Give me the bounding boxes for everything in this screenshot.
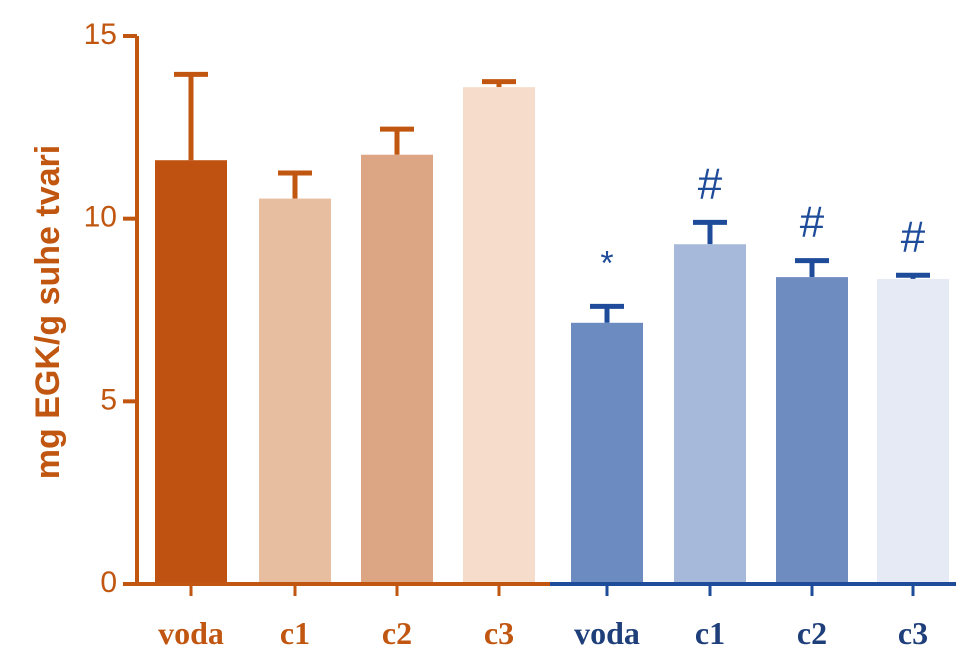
- bar-8: [877, 278, 949, 584]
- y-tick-label-10: 10: [84, 201, 117, 234]
- bar-6: [674, 244, 746, 585]
- category-label-5: voda: [574, 615, 640, 646]
- y-tick-label-5: 5: [100, 383, 117, 416]
- bars-layer: * # # #: [155, 71, 949, 585]
- y-tick-label-15: 15: [84, 18, 117, 51]
- category-label-1: voda: [158, 615, 224, 646]
- category-label-7: c2: [797, 615, 827, 646]
- category-label-8: c3: [898, 615, 928, 646]
- bar-3: [361, 154, 433, 584]
- y-tick-label-0: 0: [100, 566, 117, 599]
- axes-layer: voda c1 c2 c3 voda c1 c2 c3 0 5 10 15: [84, 18, 956, 646]
- significance-marker-7: #: [800, 198, 825, 247]
- significance-marker-8: #: [901, 212, 926, 261]
- bar-1: [155, 160, 227, 585]
- significance-marker-5: *: [600, 244, 613, 282]
- bar-4: [463, 87, 535, 584]
- significance-marker-6: #: [698, 159, 723, 208]
- category-label-4: c3: [484, 615, 514, 646]
- bar-7: [776, 277, 848, 584]
- bar-5: [571, 322, 643, 584]
- category-label-6: c1: [695, 615, 725, 646]
- category-label-3: c2: [382, 615, 412, 646]
- y-axis-title: mg EGK/g suhe tvari: [29, 145, 67, 479]
- category-label-2: c1: [280, 615, 310, 646]
- bar-2: [259, 198, 331, 584]
